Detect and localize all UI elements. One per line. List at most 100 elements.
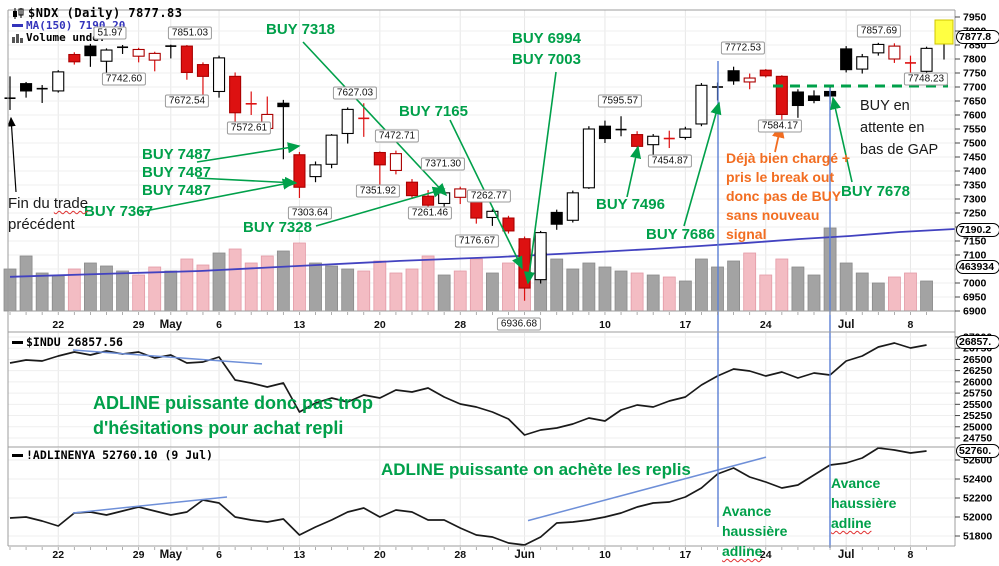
svg-text:7800: 7800 [963, 54, 987, 66]
svg-text:Jul: Jul [838, 319, 855, 331]
svg-text:13: 13 [294, 549, 306, 561]
ma150-line [9, 228, 956, 278]
svg-text:24: 24 [760, 319, 772, 331]
svg-text:25750: 25750 [963, 388, 992, 400]
price-label: 7627.03 [332, 86, 378, 100]
legend-volume: Volume undef [12, 31, 105, 44]
note-fin-du-trade: Fin du trade précédent [8, 195, 89, 233]
legend-adline: !ADLINENYA 52760.10 (9 Jul) [12, 448, 213, 462]
svg-text:Jun: Jun [514, 549, 534, 561]
svg-text:29: 29 [133, 549, 145, 561]
svg-text:24: 24 [760, 549, 772, 561]
price-label: 7371.30 [420, 157, 466, 171]
svg-text:6900: 6900 [963, 306, 987, 318]
svg-text:29: 29 [133, 319, 145, 331]
price-label: 7857.69 [856, 24, 902, 38]
price-label: 7742.60 [101, 72, 147, 86]
svg-text:25500: 25500 [963, 399, 992, 411]
buy-arrow [626, 145, 642, 198]
legend-volume-text: Volume undef [26, 31, 106, 44]
buy-arrow [196, 176, 298, 189]
svg-text:7400: 7400 [963, 166, 987, 178]
svg-text:20: 20 [374, 549, 386, 561]
current-candle-highlight [934, 19, 954, 45]
price-label: 7454.87 [647, 154, 693, 168]
svg-text:May: May [160, 549, 183, 561]
adline-trendline [72, 496, 228, 514]
price-label: 6936.68 [496, 317, 542, 331]
svg-text:7100: 7100 [963, 250, 987, 262]
legend-ndx: $NDX (Daily) 7877.83 [12, 6, 183, 20]
adline-line-icon [12, 453, 23, 457]
buy-arrow [523, 71, 557, 285]
svg-text:7950: 7950 [963, 12, 987, 24]
svg-text:7650: 7650 [963, 96, 987, 108]
svg-text:7150: 7150 [963, 236, 987, 248]
note-avance-1: Avance haussière adline [722, 503, 788, 559]
buy-arrow [196, 142, 301, 163]
note-deja-bien-charge: Déjà bien chargé + pris le break out donc … [726, 150, 851, 242]
buy-annotation: BUY 7328 [243, 219, 312, 236]
buy-arrow [315, 186, 446, 227]
svg-text:7000: 7000 [963, 278, 987, 290]
svg-text:7350: 7350 [963, 180, 987, 192]
buy-annotation: BUY 7678 [841, 183, 910, 200]
price-label: 7772.53 [720, 41, 766, 55]
svg-text:10: 10 [599, 549, 611, 561]
svg-text:7500: 7500 [963, 138, 987, 150]
price-label: 7748.23 [903, 72, 949, 86]
price-label: 7572.61 [226, 121, 272, 135]
buy-annotation: BUY 7318 [266, 21, 335, 38]
legend-indu: $INDU 26857.56 [12, 335, 123, 349]
buy-arrow [830, 96, 853, 183]
svg-text:Jul: Jul [838, 549, 855, 561]
note-avance-2: Avance haussière adline [831, 475, 897, 531]
price-label: 51.97 [93, 26, 127, 40]
svg-text:17: 17 [680, 319, 692, 331]
ma-line-icon [12, 24, 23, 27]
note-adline-replis: ADLINE puissante on achète les replis [381, 460, 691, 479]
buy-annotation: BUY 7686 [646, 226, 715, 243]
svg-text:7750: 7750 [963, 68, 987, 80]
price-label: 7851.03 [167, 26, 213, 40]
svg-text:7700: 7700 [963, 82, 987, 94]
buy-annotation: BUY 7496 [596, 196, 665, 213]
svg-text:7550: 7550 [963, 124, 987, 136]
axis-value-bubble: 463934 [956, 260, 999, 274]
svg-text:7250: 7250 [963, 208, 987, 220]
price-label: 7351.92 [355, 184, 401, 198]
svg-text:51800: 51800 [963, 531, 992, 543]
axis-value-bubble: 7190.2 [956, 223, 999, 237]
svg-text:7600: 7600 [963, 110, 987, 122]
axis-value-bubble: 7877.8 [956, 30, 999, 44]
candles [4, 32, 950, 301]
price-label: 7303.64 [287, 206, 333, 220]
svg-text:20: 20 [374, 319, 386, 331]
svg-text:24750: 24750 [963, 432, 992, 444]
candlestick-icon [13, 7, 24, 19]
indu-line-icon [12, 340, 23, 344]
buy-annotation: BUY 7487 [142, 164, 211, 181]
note-buy-en-attente: BUY en attente en bas de GAP [860, 98, 939, 158]
svg-text:17: 17 [680, 549, 692, 561]
svg-text:6: 6 [216, 319, 222, 331]
indu-trendline [72, 349, 263, 365]
svg-text:26250: 26250 [963, 365, 992, 377]
svg-text:26000: 26000 [963, 376, 992, 388]
legend-ndx-text: $NDX (Daily) 7877.83 [28, 6, 183, 20]
volume-bars-icon [12, 33, 23, 43]
fin-trade-arrow [7, 116, 17, 193]
adline-trendline [527, 456, 767, 522]
svg-text:7300: 7300 [963, 194, 987, 206]
svg-text:22: 22 [52, 319, 64, 331]
buy-annotation: BUY 7165 [399, 103, 468, 120]
svg-text:8: 8 [908, 319, 914, 331]
axis-value-bubble: 26857. [956, 335, 999, 349]
svg-text:10: 10 [599, 319, 611, 331]
svg-text:6950: 6950 [963, 292, 987, 304]
svg-text:6: 6 [216, 549, 222, 561]
legend-indu-text: $INDU 26857.56 [26, 335, 123, 349]
legend-adline-text: !ADLINENYA 52760.10 (9 Jul) [26, 448, 213, 462]
svg-text:13: 13 [294, 319, 306, 331]
